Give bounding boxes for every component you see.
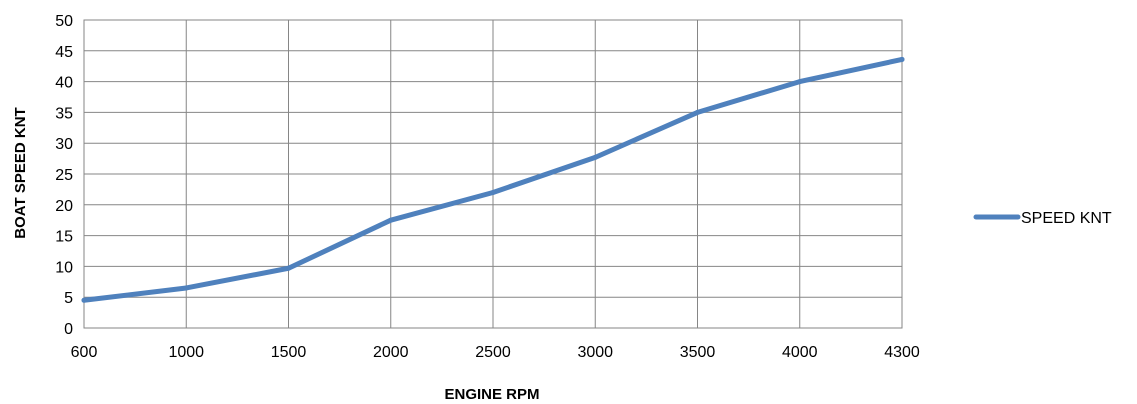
y-tick-label-40: 40: [55, 75, 73, 92]
x-tick-label-2000: 2000: [373, 344, 409, 361]
data-point-3000: [592, 154, 598, 160]
data-point-4000: [797, 79, 803, 85]
x-tick-label-1000: 1000: [168, 344, 204, 361]
data-point-600: [81, 297, 87, 303]
data-point-2500: [490, 189, 496, 195]
y-tick-label-35: 35: [55, 105, 73, 122]
y-axis-ticks: 0 5 10 15 20 25 30 35 40 45 50: [55, 13, 73, 338]
x-tick-label-3500: 3500: [680, 344, 716, 361]
x-tick-label-2500: 2500: [475, 344, 511, 361]
series-layer: [81, 56, 905, 303]
y-tick-label-20: 20: [55, 198, 73, 215]
data-point-3500: [695, 109, 700, 115]
y-tick-label-50: 50: [55, 13, 73, 30]
legend-label-speed-knt: SPEED KNT: [1021, 210, 1112, 227]
data-point-2000: [388, 217, 394, 223]
x-axis-title: ENGINE RPM: [444, 386, 539, 403]
x-tick-label-600: 600: [71, 344, 98, 361]
y-axis-title: BOAT SPEED KNT: [12, 107, 29, 238]
y-tick-label-10: 10: [55, 259, 73, 276]
y-tick-label-5: 5: [64, 290, 73, 307]
x-axis-ticks: 600 1000 1500 2000 2500 3000 3500 4000 4300: [71, 344, 920, 361]
y-tick-label-45: 45: [55, 44, 73, 61]
x-tick-label-1500: 1500: [271, 344, 307, 361]
y-tick-label-0: 0: [64, 321, 73, 338]
x-tick-label-3000: 3000: [577, 344, 613, 361]
legend: SPEED KNT: [973, 210, 1112, 227]
data-point-4300: [899, 56, 905, 62]
y-tick-label-30: 30: [55, 136, 73, 153]
x-tick-label-4300: 4300: [884, 344, 920, 361]
data-point-1500: [286, 265, 291, 271]
y-tick-label-15: 15: [55, 229, 73, 246]
x-tick-label-4000: 4000: [782, 344, 818, 361]
gridlines: [83, 19, 903, 329]
data-point-1000: [183, 285, 189, 291]
y-tick-label-25: 25: [55, 167, 73, 184]
